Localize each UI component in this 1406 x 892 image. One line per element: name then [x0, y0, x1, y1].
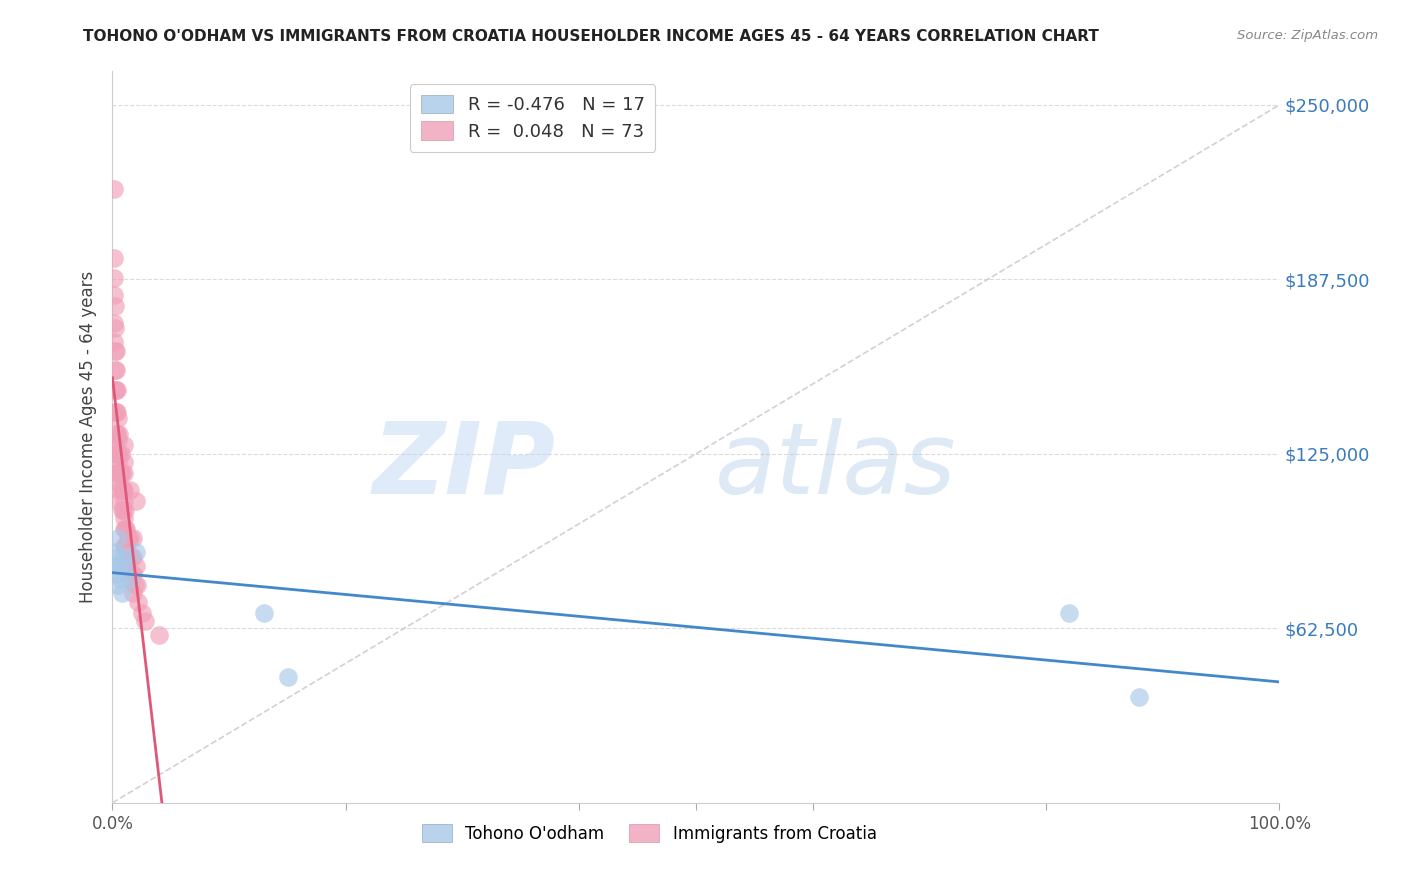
Point	[125, 544, 148, 558]
Point	[111, 483, 134, 497]
Point	[253, 606, 276, 620]
Point	[112, 511, 135, 525]
Point	[103, 181, 125, 195]
Point	[111, 502, 134, 516]
Point	[112, 438, 135, 452]
Point	[118, 550, 141, 565]
Point	[122, 566, 145, 581]
Point	[104, 433, 127, 447]
Point	[148, 628, 170, 642]
Point	[104, 343, 127, 358]
Point	[104, 447, 127, 461]
Point	[107, 455, 129, 469]
Point	[104, 427, 127, 442]
Point	[112, 522, 135, 536]
Point	[125, 494, 148, 508]
Point	[105, 383, 128, 397]
Point	[127, 595, 149, 609]
Point	[118, 531, 141, 545]
Point	[104, 343, 127, 358]
Point	[112, 494, 135, 508]
Point	[104, 405, 127, 419]
Point	[112, 550, 135, 565]
Point	[115, 539, 138, 553]
Point	[121, 566, 143, 581]
Point	[107, 578, 129, 592]
Point	[276, 670, 298, 684]
Point	[104, 363, 127, 377]
Point	[120, 550, 142, 565]
Point	[104, 383, 127, 397]
Point	[110, 447, 132, 461]
Point	[131, 606, 153, 620]
Point	[104, 467, 127, 481]
Point	[108, 467, 131, 481]
Point	[118, 573, 141, 587]
Point	[104, 544, 127, 558]
Point	[114, 522, 136, 536]
Point	[105, 447, 128, 461]
Y-axis label: Householder Income Ages 45 - 64 years: Householder Income Ages 45 - 64 years	[79, 271, 97, 603]
Text: Source: ZipAtlas.com: Source: ZipAtlas.com	[1237, 29, 1378, 42]
Point	[110, 467, 132, 481]
Point	[115, 558, 138, 573]
Text: ZIP: ZIP	[373, 417, 555, 515]
Point	[104, 383, 127, 397]
Point	[103, 287, 125, 301]
Point	[104, 299, 127, 313]
Point	[105, 566, 128, 581]
Point	[115, 522, 138, 536]
Text: atlas: atlas	[716, 417, 957, 515]
Point	[125, 558, 148, 573]
Point	[111, 483, 134, 497]
Point	[107, 531, 129, 545]
Point	[103, 316, 125, 330]
Point	[107, 410, 129, 425]
Point	[108, 427, 131, 442]
Point	[110, 573, 132, 587]
Point	[104, 363, 127, 377]
Point	[122, 586, 145, 600]
Point	[105, 550, 128, 565]
Point	[112, 455, 135, 469]
Point	[112, 467, 135, 481]
Text: TOHONO O'ODHAM VS IMMIGRANTS FROM CROATIA HOUSEHOLDER INCOME AGES 45 - 64 YEARS : TOHONO O'ODHAM VS IMMIGRANTS FROM CROATI…	[83, 29, 1098, 44]
Point	[108, 483, 131, 497]
Point	[103, 271, 125, 285]
Point	[108, 447, 131, 461]
Point	[105, 405, 128, 419]
Point	[114, 502, 136, 516]
Point	[111, 467, 134, 481]
Point	[107, 475, 129, 489]
Point	[103, 335, 125, 350]
Point	[125, 578, 148, 592]
Point	[122, 531, 145, 545]
Point	[111, 502, 134, 516]
Point	[1059, 606, 1081, 620]
Point	[104, 321, 127, 335]
Point	[134, 615, 156, 629]
Point	[107, 494, 129, 508]
Point	[124, 578, 146, 592]
Point	[112, 558, 135, 573]
Point	[117, 531, 139, 545]
Point	[112, 539, 135, 553]
Point	[108, 558, 131, 573]
Point	[103, 252, 125, 266]
Point	[1128, 690, 1150, 704]
Point	[104, 405, 127, 419]
Point	[111, 586, 134, 600]
Point	[118, 483, 141, 497]
Point	[122, 550, 145, 565]
Point	[105, 467, 128, 481]
Point	[114, 539, 136, 553]
Point	[104, 558, 127, 573]
Point	[112, 483, 135, 497]
Point	[107, 433, 129, 447]
Point	[105, 427, 128, 442]
Legend: Tohono O'odham, Immigrants from Croatia: Tohono O'odham, Immigrants from Croatia	[415, 818, 883, 849]
